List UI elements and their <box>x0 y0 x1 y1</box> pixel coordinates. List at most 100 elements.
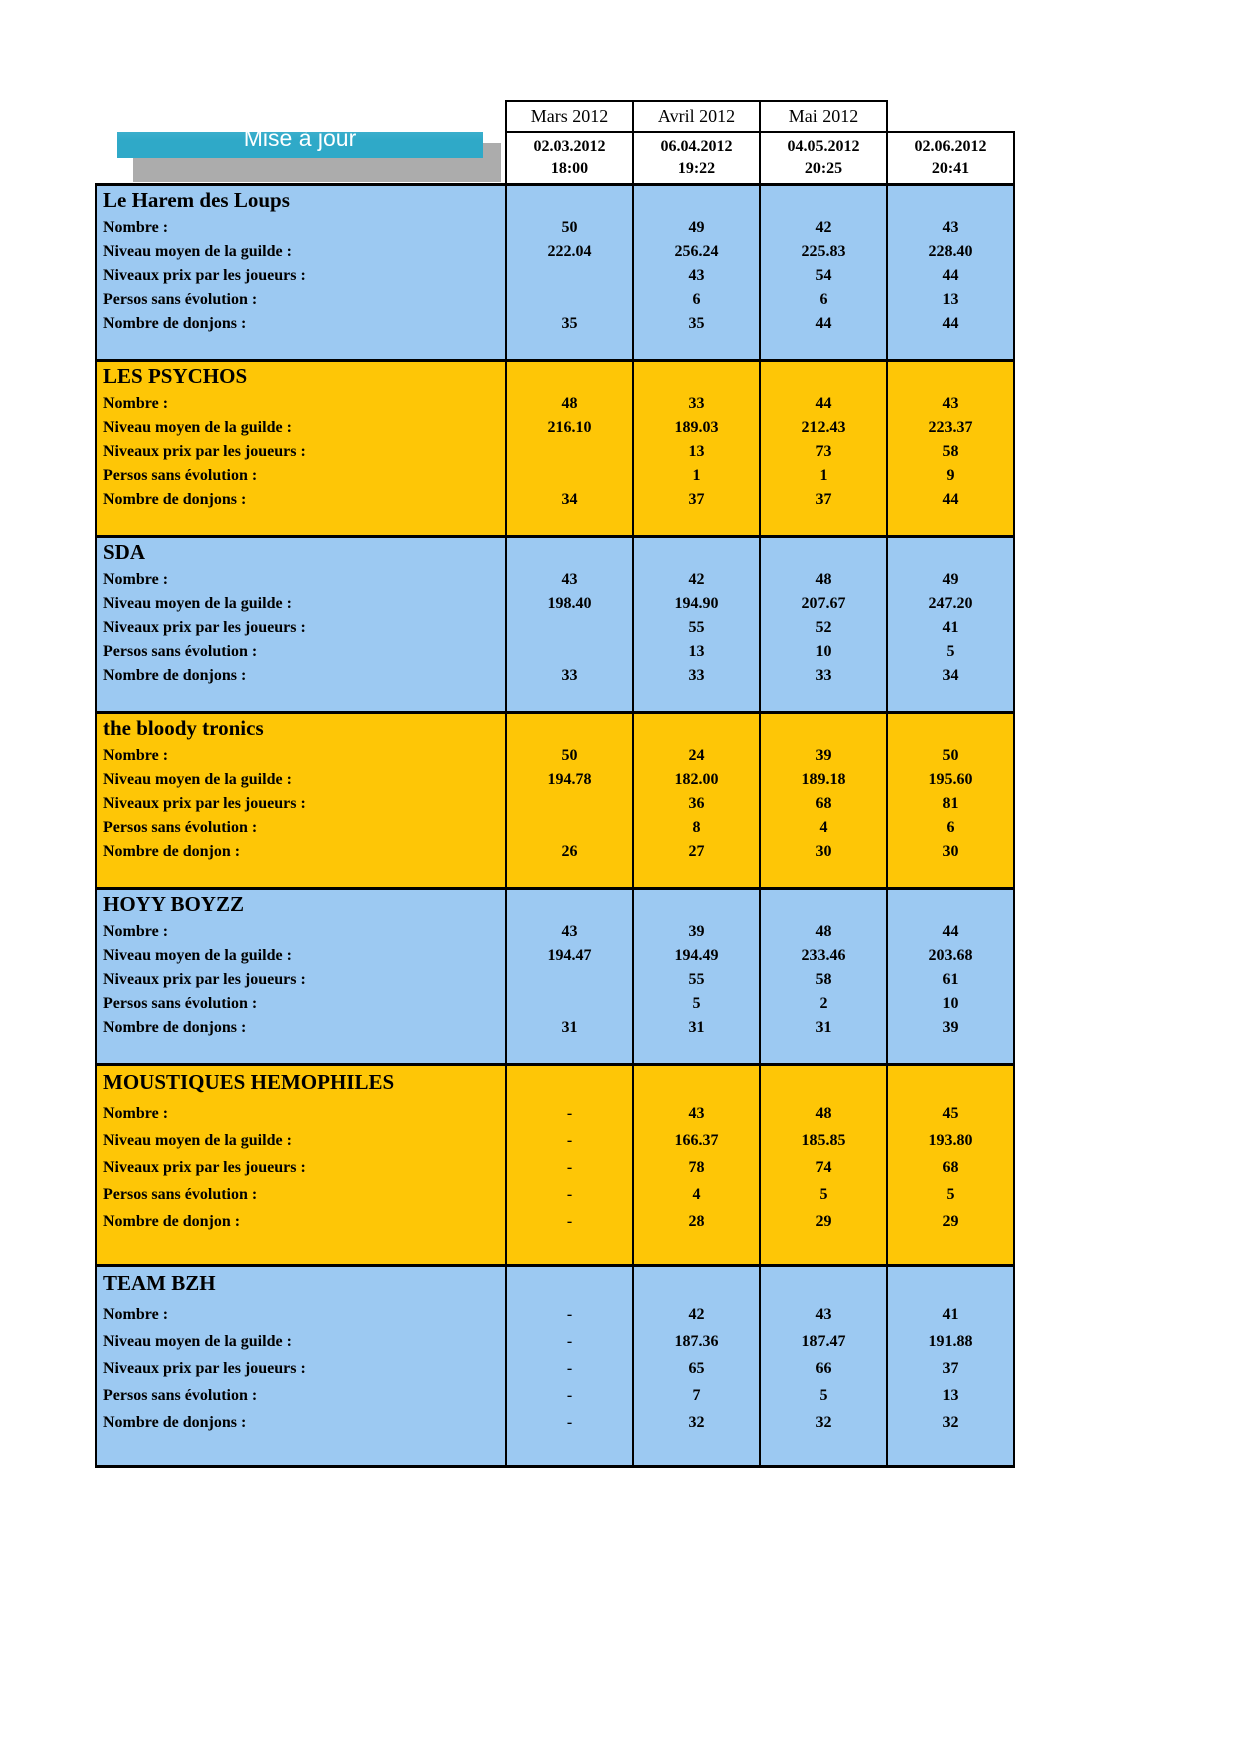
stat-row: Niveaux prix par les joueurs : 36 68 81 <box>95 792 1015 816</box>
empty-cell <box>505 1040 634 1064</box>
guild-name-row: LES PSYCHOS <box>95 358 1015 392</box>
stat-value: 34 <box>886 664 1015 688</box>
stat-value: 9 <box>886 464 1015 488</box>
stat-row: Persos sans évolution : -7 5 13 <box>95 1382 1015 1409</box>
stat-value: 37 <box>886 1355 1015 1382</box>
stat-value: 58 <box>886 440 1015 464</box>
empty-cell <box>505 182 634 216</box>
empty-cell <box>759 336 888 360</box>
stat-value: 54 <box>759 264 888 288</box>
stat-value: 166.37 <box>632 1127 761 1154</box>
stat-row: Niveaux prix par les joueurs : -78 74 68 <box>95 1154 1015 1181</box>
stat-value: 13 <box>632 640 761 664</box>
stat-value <box>505 440 634 464</box>
stat-label: Nombre de donjon : <box>95 840 507 864</box>
empty-cell <box>759 1263 888 1301</box>
guild-name: MOUSTIQUES HEMOPHILES <box>95 1062 507 1100</box>
empty-cell <box>632 512 761 536</box>
stat-label: Niveau moyen de la guilde : <box>95 240 507 264</box>
stat-value: 44 <box>886 264 1015 288</box>
empty-cell <box>886 182 1015 216</box>
stat-value: 193.80 <box>886 1127 1015 1154</box>
stat-value: 30 <box>759 840 888 864</box>
stat-row: Nombre :48 33 44 43 <box>95 392 1015 416</box>
stat-value: 29 <box>886 1208 1015 1235</box>
stat-value: 203.68 <box>886 944 1015 968</box>
stat-row: Niveau moyen de la guilde :222.04 256.24 2… <box>95 240 1015 264</box>
stat-value: 10 <box>886 992 1015 1016</box>
stat-label: Persos sans évolution : <box>95 992 507 1016</box>
stat-value: 228.40 <box>886 240 1015 264</box>
empty-cell <box>505 1436 634 1468</box>
empty-cell <box>886 358 1015 392</box>
stat-value: 65 <box>632 1355 761 1382</box>
stat-value: 225.83 <box>759 240 888 264</box>
stat-value: 37 <box>759 488 888 512</box>
empty-cell <box>632 1235 761 1265</box>
month-header-cell: Mars 2012 <box>505 100 634 133</box>
month-header-cell: Mai 2012 <box>759 100 888 133</box>
empty-cell <box>759 1235 888 1265</box>
stat-value: - <box>505 1208 634 1235</box>
stat-label: Niveau moyen de la guilde : <box>95 416 507 440</box>
stat-value: 32 <box>759 1409 888 1436</box>
empty-cell <box>886 1436 1015 1468</box>
date-row-corner <box>96 132 506 186</box>
empty-cell <box>759 1062 888 1100</box>
stat-value: 256.24 <box>632 240 761 264</box>
stat-value: 223.37 <box>886 416 1015 440</box>
stat-value: 5 <box>886 1181 1015 1208</box>
stat-value: 61 <box>886 968 1015 992</box>
empty-cell <box>505 1235 634 1265</box>
stat-value: - <box>505 1355 634 1382</box>
guild-block: LES PSYCHOS Nombre :48 33 44 43 Niveau moyen … <box>95 358 1015 536</box>
stat-value: 44 <box>759 392 888 416</box>
stat-row: Niveau moyen de la guilde :216.10 189.03 2… <box>95 416 1015 440</box>
stat-row: Persos sans évolution :6 6 13 <box>95 288 1015 312</box>
empty-cell <box>886 1040 1015 1064</box>
stat-value: 42 <box>632 1301 761 1328</box>
stat-row: Nombre de donjons :31 31 31 39 <box>95 1016 1015 1040</box>
stat-label: Nombre de donjon : <box>95 1208 507 1235</box>
empty-cell <box>95 1436 507 1468</box>
stat-value: 32 <box>632 1409 761 1436</box>
empty-cell <box>886 1263 1015 1301</box>
stat-value: 187.47 <box>759 1328 888 1355</box>
stat-label: Nombre de donjons : <box>95 664 507 688</box>
empty-cell <box>759 1436 888 1468</box>
stat-value <box>505 464 634 488</box>
stat-row: Niveau moyen de la guilde :198.40 194.90 2… <box>95 592 1015 616</box>
stat-value: 35 <box>505 312 634 336</box>
month-header-empty-cell <box>887 101 1014 132</box>
stat-value: 8 <box>632 816 761 840</box>
stat-label: Niveaux prix par les joueurs : <box>95 440 507 464</box>
stat-row: Niveaux prix par les joueurs : 43 54 44 <box>95 264 1015 288</box>
time-text: 20:25 <box>804 159 843 177</box>
stat-label: Nombre : <box>95 216 507 240</box>
stat-value: 41 <box>886 1301 1015 1328</box>
guild-name: SDA <box>95 534 507 568</box>
stat-label: Niveau moyen de la guilde : <box>95 592 507 616</box>
table-header: Mars 2012 Avril 2012 Mai 2012 02.03.2012 18… <box>96 100 1015 186</box>
stat-label: Persos sans évolution : <box>95 640 507 664</box>
empty-cell <box>886 688 1015 712</box>
stat-value: 48 <box>759 1100 888 1127</box>
stat-value: 68 <box>759 792 888 816</box>
stat-label: Nombre : <box>95 1301 507 1328</box>
stat-value: 194.47 <box>505 944 634 968</box>
stat-value: 44 <box>886 312 1015 336</box>
stat-value: 81 <box>886 792 1015 816</box>
stat-label: Nombre : <box>95 744 507 768</box>
stat-label: Nombre : <box>95 1100 507 1127</box>
stat-value <box>505 792 634 816</box>
empty-cell <box>632 182 761 216</box>
guild-name-row: TEAM BZH <box>95 1263 1015 1301</box>
stat-value: 212.43 <box>759 416 888 440</box>
stat-value <box>505 992 634 1016</box>
stat-label: Persos sans évolution : <box>95 288 507 312</box>
stat-value: 7 <box>632 1382 761 1409</box>
empty-cell <box>632 710 761 744</box>
empty-cell <box>632 1263 761 1301</box>
stat-value: 37 <box>632 488 761 512</box>
stat-value: 24 <box>632 744 761 768</box>
